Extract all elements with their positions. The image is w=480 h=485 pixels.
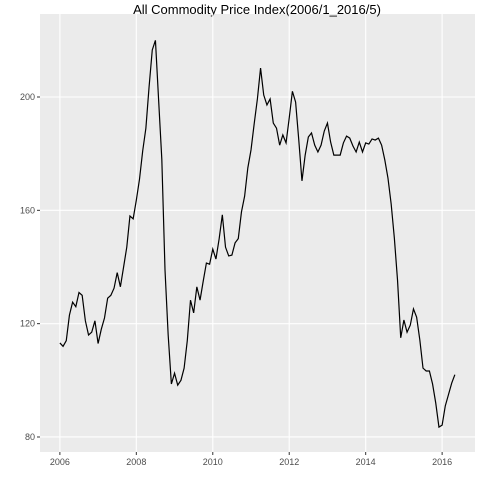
x-tick-label: 2010 [203, 457, 223, 467]
y-tick-label: 120 [20, 319, 35, 329]
chart-title: All Commodity Price Index(2006/1_2016/5) [133, 2, 381, 17]
line [59, 40, 456, 429]
x-tick-label: 2008 [126, 457, 146, 467]
y-tick-label: 160 [20, 205, 35, 215]
panel [40, 14, 475, 452]
x-tick-label: 2016 [432, 457, 452, 467]
x-tick-label: 2012 [279, 457, 299, 467]
y-tick-label: 80 [25, 432, 35, 442]
x-tick-label: 2014 [356, 457, 376, 467]
y-tick-label: 200 [20, 92, 35, 102]
x-tick-label: 2006 [50, 457, 70, 467]
